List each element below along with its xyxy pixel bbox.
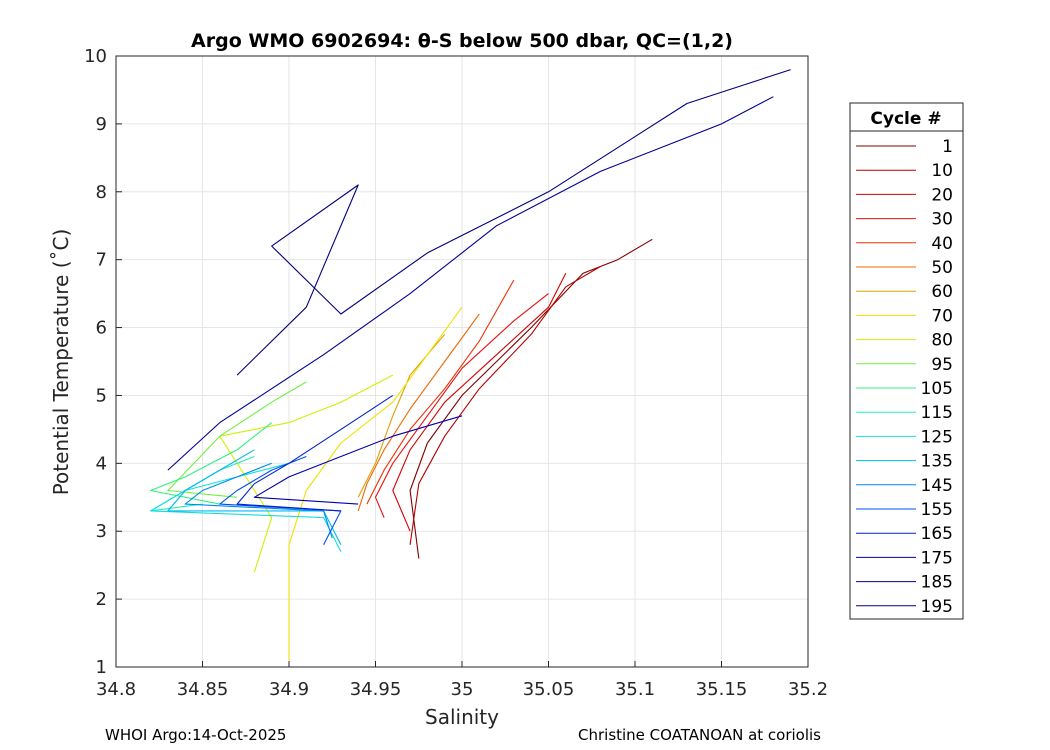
series-line-cycle-30 xyxy=(374,293,549,518)
legend-label: 30 xyxy=(931,210,953,230)
series-line-cycle-105 xyxy=(150,422,273,505)
y-tick-label: 7 xyxy=(96,250,107,271)
legend-label: 40 xyxy=(931,234,953,254)
legend-label: 175 xyxy=(921,548,953,568)
series-line-cycle-155 xyxy=(219,455,342,546)
x-tick-label: 35.05 xyxy=(523,679,575,700)
x-tick-label: 34.8 xyxy=(96,679,136,700)
x-tick-label: 34.85 xyxy=(177,679,229,700)
y-tick-label: 5 xyxy=(96,385,107,406)
y-tick-label: 9 xyxy=(96,114,107,135)
legend-label: 145 xyxy=(921,476,953,496)
legend-label: 165 xyxy=(921,524,953,544)
series-line-cycle-50 xyxy=(357,313,480,512)
legend-title: Cycle # xyxy=(870,109,941,129)
footer-date: WHOI Argo:14-Oct-2025 xyxy=(105,726,286,744)
legend-label: 185 xyxy=(921,573,953,593)
y-tick-label: 1 xyxy=(96,657,107,678)
y-tick-label: 2 xyxy=(96,589,107,610)
y-tick-label: 10 xyxy=(84,46,107,67)
x-tick-label: 34.95 xyxy=(350,679,402,700)
legend-label: 115 xyxy=(921,403,953,423)
x-tick-label: 35.2 xyxy=(788,679,828,700)
y-axis-label: Potential Temperature (˚C) xyxy=(49,229,73,496)
legend-entry-95: 95 xyxy=(856,355,953,375)
x-tick-label: 35.1 xyxy=(615,679,655,700)
legend-entry-60: 60 xyxy=(856,282,953,302)
series-line-cycle-60 xyxy=(357,333,446,498)
legend-entry-145: 145 xyxy=(856,476,953,496)
legend-label: 155 xyxy=(921,500,953,520)
legend-label: 95 xyxy=(931,355,953,375)
series-line-cycle-195 xyxy=(236,69,791,376)
series-line-cycle-1 xyxy=(409,238,653,559)
legend-label: 70 xyxy=(931,306,953,326)
legend-label: 105 xyxy=(921,379,953,399)
legend-label: 50 xyxy=(931,258,953,278)
y-tick-label: 4 xyxy=(96,453,107,474)
y-tick-label: 6 xyxy=(96,318,107,339)
x-tick-labels: 34.8 34.85 34.9 34.95 35 35.05 35.1 35.15 35.2 xyxy=(96,679,828,700)
x-tick-label: 35 xyxy=(451,679,474,700)
series-line-cycle-20 xyxy=(392,272,567,532)
y-tick-labels: 1 2 3 4 5 6 7 8 9 10 xyxy=(84,46,107,678)
footer-author: Christine COATANOAN at coriolis xyxy=(578,726,821,744)
legend-label: 135 xyxy=(921,452,953,472)
series-line-cycle-80 xyxy=(219,374,394,573)
legend-label: 125 xyxy=(921,427,953,447)
legend-entry-50: 50 xyxy=(856,258,953,278)
legend-entries: 1 10 20 30 40 50 60 70 80 95 105 115 125 135 145 155 165… xyxy=(856,137,953,617)
legend-label: 60 xyxy=(931,282,953,302)
axes xyxy=(115,55,809,668)
legend-entry-70: 70 xyxy=(856,306,953,326)
legend-entry-20: 20 xyxy=(856,185,953,205)
data-series xyxy=(150,69,791,661)
legend-label: 20 xyxy=(931,185,953,205)
series-line-cycle-10 xyxy=(409,266,601,545)
legend-entry-115: 115 xyxy=(856,403,953,423)
legend-entry-10: 10 xyxy=(856,161,953,181)
legend-entry-40: 40 xyxy=(856,234,953,254)
y-tick-label: 3 xyxy=(96,521,107,542)
series-line-cycle-145 xyxy=(184,462,333,539)
legend-entry-30: 30 xyxy=(856,210,953,230)
legend-entry-195: 195 xyxy=(856,597,953,617)
chart-title: Argo WMO 6902694: θ-S below 500 dbar, QC… xyxy=(191,30,733,52)
legend-entry-155: 155 xyxy=(856,500,953,520)
series-line-cycle-40 xyxy=(366,279,515,505)
legend-entry-105: 105 xyxy=(856,379,953,399)
legend-entry-1: 1 xyxy=(856,137,953,157)
series-line-cycle-95 xyxy=(167,381,307,498)
series-line-cycle-70 xyxy=(288,306,463,661)
series-line-cycle-175 xyxy=(253,415,463,505)
legend-entry-80: 80 xyxy=(856,331,953,351)
legend-label: 195 xyxy=(921,597,953,617)
legend-label: 80 xyxy=(931,331,953,351)
legend: Cycle # 11020304050607080951051151251351… xyxy=(849,102,964,620)
series-line-cycle-125 xyxy=(150,462,342,552)
legend-entry-125: 125 xyxy=(856,427,953,447)
x-tick-label: 35.15 xyxy=(696,679,748,700)
x-tick-label: 34.9 xyxy=(269,679,309,700)
y-tick-label: 8 xyxy=(96,182,107,203)
legend-label: 10 xyxy=(931,161,953,181)
legend-entry-185: 185 xyxy=(856,573,953,593)
series-line-cycle-135 xyxy=(167,449,342,546)
x-axis-label: Salinity xyxy=(425,705,499,729)
legend-entry-165: 165 xyxy=(856,524,953,544)
series-line-cycle-185 xyxy=(167,96,774,471)
series-line-cycle-165 xyxy=(236,394,394,512)
legend-entry-135: 135 xyxy=(856,452,953,472)
legend-label: 1 xyxy=(942,137,953,157)
legend-entry-175: 175 xyxy=(856,548,953,568)
